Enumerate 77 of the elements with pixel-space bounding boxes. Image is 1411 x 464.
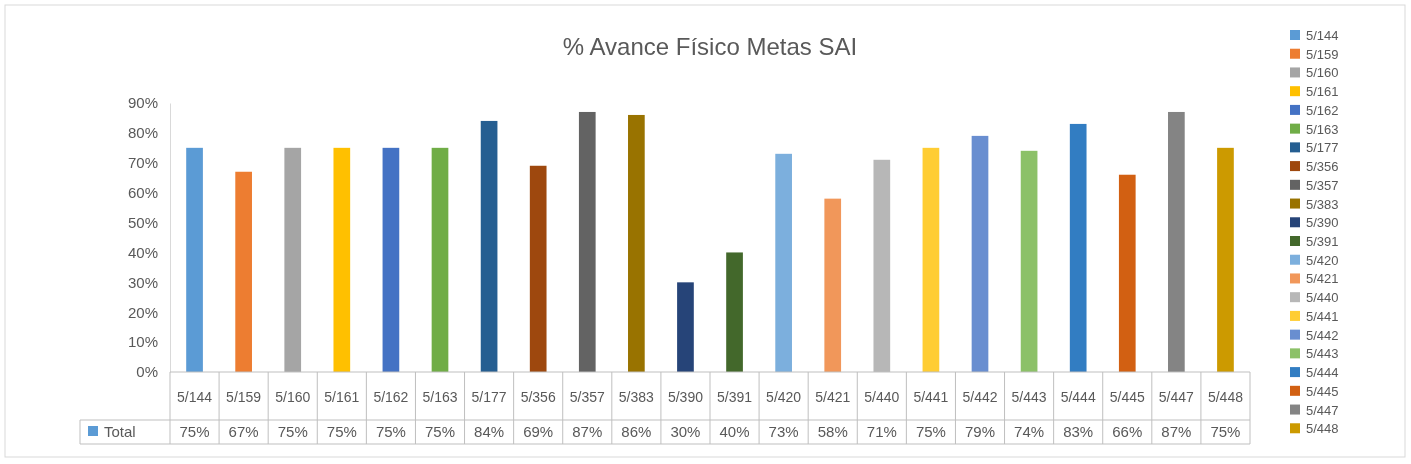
x-tick-label: 5/421: [815, 389, 851, 405]
category-label: 5/391: [1306, 234, 1339, 249]
x-tick-label: 5/162: [373, 389, 409, 405]
x-tick-label: 5/383: [618, 389, 655, 405]
category-label: 5/162: [1306, 102, 1339, 118]
data-label: 69%: [523, 423, 554, 440]
category-label: 5/163: [1306, 121, 1339, 137]
y-tick-label: 50%: [127, 213, 158, 231]
y-tick-label: 30%: [127, 273, 158, 291]
data-label: 83%: [1063, 423, 1094, 440]
category-label: 5/357: [1306, 177, 1339, 193]
x-tick-label: 5/357: [569, 389, 605, 405]
x-tick-label: 5/161: [324, 389, 360, 405]
x-tick-label: 5/447: [1158, 389, 1195, 405]
category-label: 5/447: [1306, 402, 1339, 418]
data-label: 30%: [670, 423, 701, 440]
data-label: 73%: [768, 423, 799, 440]
category-label: 5/443: [1306, 346, 1339, 362]
x-tick-label: 5/443: [1011, 389, 1047, 405]
data-label: 87%: [572, 423, 603, 440]
x-tick-label: 5/441: [913, 389, 949, 405]
category-label: 5/390: [1306, 215, 1339, 231]
category-label: 5/444: [1306, 365, 1339, 381]
data-label: 67%: [228, 423, 259, 440]
y-tick-label: 60%: [127, 183, 158, 201]
data-label: 75%: [1210, 423, 1241, 440]
x-tick-label: 5/356: [520, 389, 556, 405]
data-label: 58%: [817, 423, 848, 440]
y-tick-label: 20%: [127, 303, 158, 321]
x-tick-label: 5/445: [1109, 389, 1145, 405]
x-tick-label: 5/420: [766, 389, 802, 405]
category-label: 5/442: [1306, 327, 1339, 343]
data-label: 84%: [474, 423, 505, 440]
category-label: 5/177: [1306, 140, 1339, 156]
data-label: 75%: [915, 423, 946, 440]
x-tick-label: 5/177: [471, 389, 507, 405]
x-tick-label: 5/444: [1060, 389, 1096, 405]
x-tick-label: 5/144: [177, 389, 213, 405]
data-label: 71%: [866, 423, 897, 440]
x-tick-label: 5/440: [864, 389, 900, 405]
y-tick-label: 40%: [127, 243, 158, 261]
y-tick-label: 90%: [127, 94, 158, 112]
data-label: 75%: [179, 423, 210, 440]
x-tick-label: 5/390: [667, 389, 704, 405]
x-tick-label: 5/163: [422, 389, 458, 405]
x-tick-label: 5/159: [226, 389, 262, 405]
y-tick-label: 80%: [127, 124, 158, 142]
category-label: 5/356: [1306, 159, 1339, 175]
data-label: 74%: [1014, 423, 1045, 440]
data-label: 79%: [964, 423, 996, 440]
data-label: 75%: [326, 423, 357, 440]
y-tick-label: 10%: [127, 333, 158, 351]
data-label: 75%: [375, 423, 406, 440]
x-tick-label: 5/442: [962, 389, 998, 405]
y-tick-label: 70%: [127, 154, 158, 172]
data-label: 66%: [1112, 423, 1143, 440]
x-tick-label: 5/160: [275, 389, 311, 405]
x-tick-label: 5/448: [1207, 389, 1244, 405]
category-label: 5/448: [1306, 421, 1339, 437]
chart-title: % Avance Físico Metas SAI: [562, 33, 858, 60]
category-label: 5/383: [1306, 196, 1339, 212]
category-label: 5/441: [1306, 308, 1339, 324]
y-tick-label: 0%: [136, 363, 158, 381]
category-label: 5/159: [1306, 46, 1339, 62]
category-label: 5/440: [1306, 290, 1339, 306]
category-label: 5/421: [1306, 271, 1339, 287]
category-label: 5/160: [1306, 65, 1339, 81]
data-label: 86%: [621, 423, 652, 440]
legend-label: Total: [104, 423, 136, 440]
category-label: 5/161: [1306, 84, 1339, 100]
data-label: 87%: [1161, 423, 1192, 440]
data-label: 75%: [424, 423, 456, 440]
category-label: 5/420: [1306, 252, 1339, 268]
x-tick-label: 5/391: [717, 389, 753, 405]
data-label: 40%: [719, 423, 750, 440]
category-label: 5/144: [1306, 28, 1339, 43]
data-label: 75%: [277, 423, 308, 440]
